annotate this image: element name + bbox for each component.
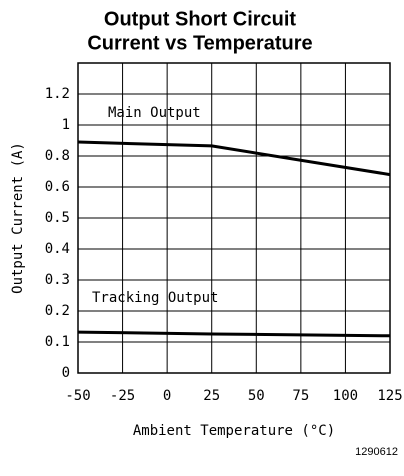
y-tick-label: 1.2 — [45, 86, 70, 102]
figure-id: 1290612 — [355, 446, 398, 458]
y-tick-label: 0.3 — [45, 272, 70, 288]
x-tick-label: 25 — [203, 388, 220, 404]
x-tick-label: -50 — [65, 388, 90, 404]
y-tick-label: 0.8 — [45, 148, 70, 164]
y-tick-label: 1 — [62, 117, 70, 133]
y-axis-label: Output Current (A) — [10, 142, 26, 294]
series-label: Tracking Output — [92, 290, 218, 306]
x-tick-label: 125 — [377, 388, 402, 404]
x-tick-label: 0 — [163, 388, 171, 404]
x-axis-label: Ambient Temperature (°C) — [133, 423, 335, 439]
series-label: Main Output — [108, 105, 201, 121]
y-tick-label: 0.6 — [45, 179, 70, 195]
data-line — [77, 140, 391, 177]
x-tick-label: -25 — [110, 388, 135, 404]
y-tick-label: 0.5 — [45, 210, 70, 226]
y-tick-label: 0.1 — [45, 334, 70, 350]
x-tick-label: 100 — [333, 388, 358, 404]
y-tick-label: 0 — [62, 365, 70, 381]
y-tick-label: 0.2 — [45, 303, 70, 319]
x-tick-label: 50 — [248, 388, 265, 404]
x-tick-label: 75 — [292, 388, 309, 404]
y-tick-label: 0.4 — [45, 241, 70, 257]
chart-title: Current vs Temperature — [87, 32, 312, 54]
chart-title: Output Short Circuit — [104, 8, 297, 30]
data-line — [77, 330, 391, 338]
